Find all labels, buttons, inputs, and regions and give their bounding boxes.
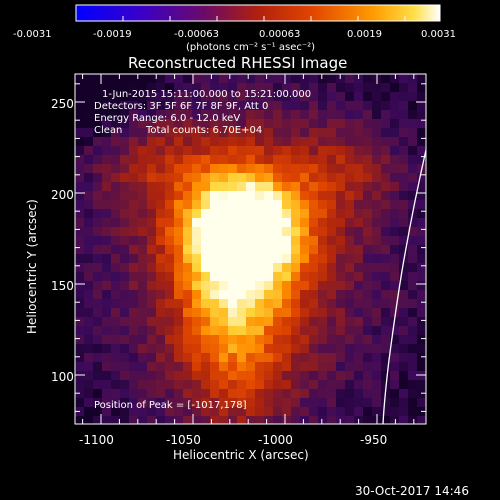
colorbar: -0.0031 -0.0019 -0.00063 0.00063 0.0019 … [13, 4, 456, 53]
plot-frame [74, 73, 427, 425]
colorbar-gradient [75, 4, 441, 22]
colorbar-tick-label-2: -0.00063 [174, 29, 219, 40]
y-tick-label-150: 150 [51, 279, 74, 293]
colorbar-tick-label-1: -0.0019 [93, 29, 132, 40]
colorbar-unit-label: (photons cm⁻² s⁻¹ asec⁻²) [186, 42, 315, 53]
axis-ticks [75, 74, 426, 424]
colorbar-tick-label-5: 0.0031 [421, 29, 456, 40]
rhessi-image [75, 74, 426, 424]
colorbar-tick-label-4: 0.0019 [347, 29, 382, 40]
plot-title: Reconstructed RHESSI Image [128, 54, 347, 72]
solar-limb-line [382, 149, 426, 424]
method-text: Clean [94, 125, 122, 136]
colorbar-tick-label-0: -0.0031 [13, 29, 52, 40]
total-counts-text: Total counts: 6.70E+04 [145, 125, 262, 136]
peak-position-text: Position of Peak = [-1017,178] [94, 400, 247, 411]
y-axis-label: Heliocentric Y (arcsec) [25, 199, 39, 334]
x-axis-label: Heliocentric X (arcsec) [173, 448, 309, 462]
y-tick-label-100: 100 [51, 370, 74, 384]
x-tick-label-950: -950 [360, 433, 387, 447]
y-tick-label-250: 250 [51, 97, 74, 111]
x-tick-label-1100: -1100 [79, 433, 114, 447]
x-tick-label-1050: -1050 [166, 433, 201, 447]
time-range-text: 1-Jun-2015 15:11:00.000 to 15:21:00.000 [102, 89, 311, 100]
detectors-text: Detectors: 3F 5F 6F 7F 8F 9F, Att 0 [94, 101, 268, 112]
energy-range-text: Energy Range: 6.0 - 12.0 keV [94, 113, 240, 124]
colorbar-tick-label-3: 0.00063 [259, 29, 300, 40]
y-tick-label-200: 200 [51, 188, 74, 202]
footer-timestamp: 30-Oct-2017 14:46 [355, 484, 469, 498]
x-tick-label-1000: -1000 [258, 433, 293, 447]
